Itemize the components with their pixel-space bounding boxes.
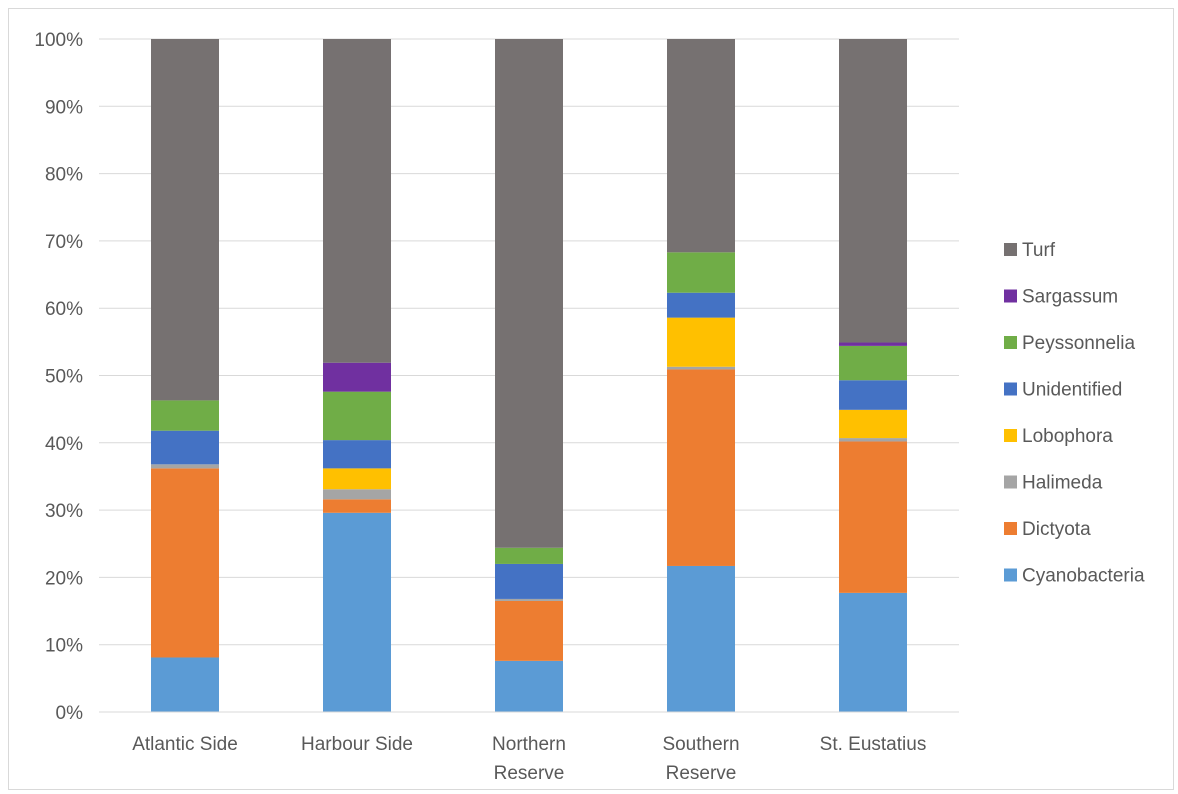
y-tick-label: 10%	[45, 636, 83, 657]
y-tick-label: 60%	[45, 299, 83, 320]
legend-label-unidentified: Unidentified	[1022, 380, 1122, 401]
bar-segment-sargassum	[839, 342, 907, 346]
legend-swatch-peyssonnelia	[1004, 336, 1017, 349]
y-tick-label: 50%	[45, 367, 83, 388]
bar-segment-lobophora	[323, 468, 391, 490]
legend-swatch-cyanobacteria	[1004, 568, 1017, 582]
legend-swatch-unidentified	[1004, 382, 1017, 396]
bar-segment-cyanobacteria	[151, 657, 219, 712]
y-tick-label: 80%	[45, 165, 83, 186]
bar-segment-halimeda	[495, 598, 563, 601]
y-tick-label: 100%	[34, 30, 83, 51]
bar-segment-unidentified	[323, 440, 391, 469]
y-tick-label: 30%	[45, 501, 83, 522]
bar-segment-cyanobacteria	[667, 565, 735, 712]
x-tick-label: Northern	[492, 734, 566, 755]
bar-segment-cyanobacteria	[323, 512, 391, 712]
bar-segment-sargassum	[323, 362, 391, 392]
legend-label-cyanobacteria: Cyanobacteria	[1022, 566, 1145, 587]
x-tick-label: Atlantic Side	[132, 734, 238, 755]
y-tick-label: 70%	[45, 232, 83, 253]
bar-segment-dictyota	[323, 499, 391, 513]
legend-label-turf: Turf	[1022, 240, 1056, 261]
bar-segment-dictyota	[839, 441, 907, 593]
y-tick-label: 20%	[45, 568, 83, 589]
bar-segment-unidentified	[151, 430, 219, 465]
x-tick-label: Reserve	[666, 763, 737, 784]
legend-swatch-lobophora	[1004, 429, 1017, 442]
bar-segment-halimeda	[839, 438, 907, 442]
bar-segment-turf	[151, 39, 219, 401]
bar-segment-dictyota	[151, 468, 219, 658]
bar-segment-halimeda	[151, 464, 219, 469]
bar-segment-turf	[323, 39, 391, 363]
bar-segment-peyssonnelia	[495, 547, 563, 564]
bar-segment-unidentified	[839, 380, 907, 410]
bar-segment-peyssonnelia	[839, 345, 907, 381]
legend-swatch-turf	[1004, 243, 1017, 256]
y-tick-label: 90%	[45, 97, 83, 118]
x-tick-label: Southern	[662, 734, 739, 755]
bar-segment-cyanobacteria	[495, 660, 563, 712]
bars	[151, 39, 907, 712]
legend: Turf Sargassum Peyssonnelia Unidentified Lob…	[1004, 240, 1145, 587]
bar-segment-dictyota	[495, 600, 563, 661]
chart-frame: 0% 10% 20% 30% 40% 50% 60% 70% 80% 90% 100% Atlant…	[8, 8, 1174, 790]
legend-swatch-dictyota	[1004, 522, 1017, 535]
x-axis: Atlantic Side Harbour Side Northern Reserve…	[99, 711, 959, 784]
x-tick-label: Harbour Side	[301, 734, 413, 755]
legend-label-peyssonnelia: Peyssonnelia	[1022, 333, 1135, 354]
bar-segment-cyanobacteria	[839, 592, 907, 712]
legend-swatch-sargassum	[1004, 289, 1017, 303]
bar-segment-peyssonnelia	[323, 391, 391, 441]
stacked-bar-chart: 0% 10% 20% 30% 40% 50% 60% 70% 80% 90% 100% Atlant…	[34, 30, 1145, 784]
x-tick-label: Reserve	[494, 763, 565, 784]
bar-segment-turf	[667, 39, 735, 253]
bar-segment-turf	[495, 39, 563, 548]
bar-segment-dictyota	[667, 369, 735, 566]
bar-segment-turf	[839, 39, 907, 343]
bar-segment-peyssonnelia	[151, 400, 219, 431]
bar-segment-halimeda	[323, 489, 391, 500]
legend-swatch-halimeda	[1004, 475, 1017, 489]
legend-label-lobophora: Lobophora	[1022, 426, 1113, 447]
legend-label-sargassum: Sargassum	[1022, 287, 1118, 308]
y-axis: 0% 10% 20% 30% 40% 50% 60% 70% 80% 90% 100%	[34, 30, 83, 724]
y-tick-label: 40%	[45, 434, 83, 455]
legend-label-halimeda: Halimeda	[1022, 473, 1103, 494]
x-tick-label: St. Eustatius	[820, 734, 927, 755]
bar-segment-peyssonnelia	[667, 252, 735, 293]
bar-segment-lobophora	[667, 317, 735, 367]
bar-segment-lobophora	[839, 409, 907, 439]
legend-label-dictyota: Dictyota	[1022, 519, 1091, 540]
y-tick-label: 0%	[56, 703, 84, 724]
bar-segment-unidentified	[495, 563, 563, 599]
bar-segment-halimeda	[667, 366, 735, 370]
bar-segment-unidentified	[667, 292, 735, 318]
